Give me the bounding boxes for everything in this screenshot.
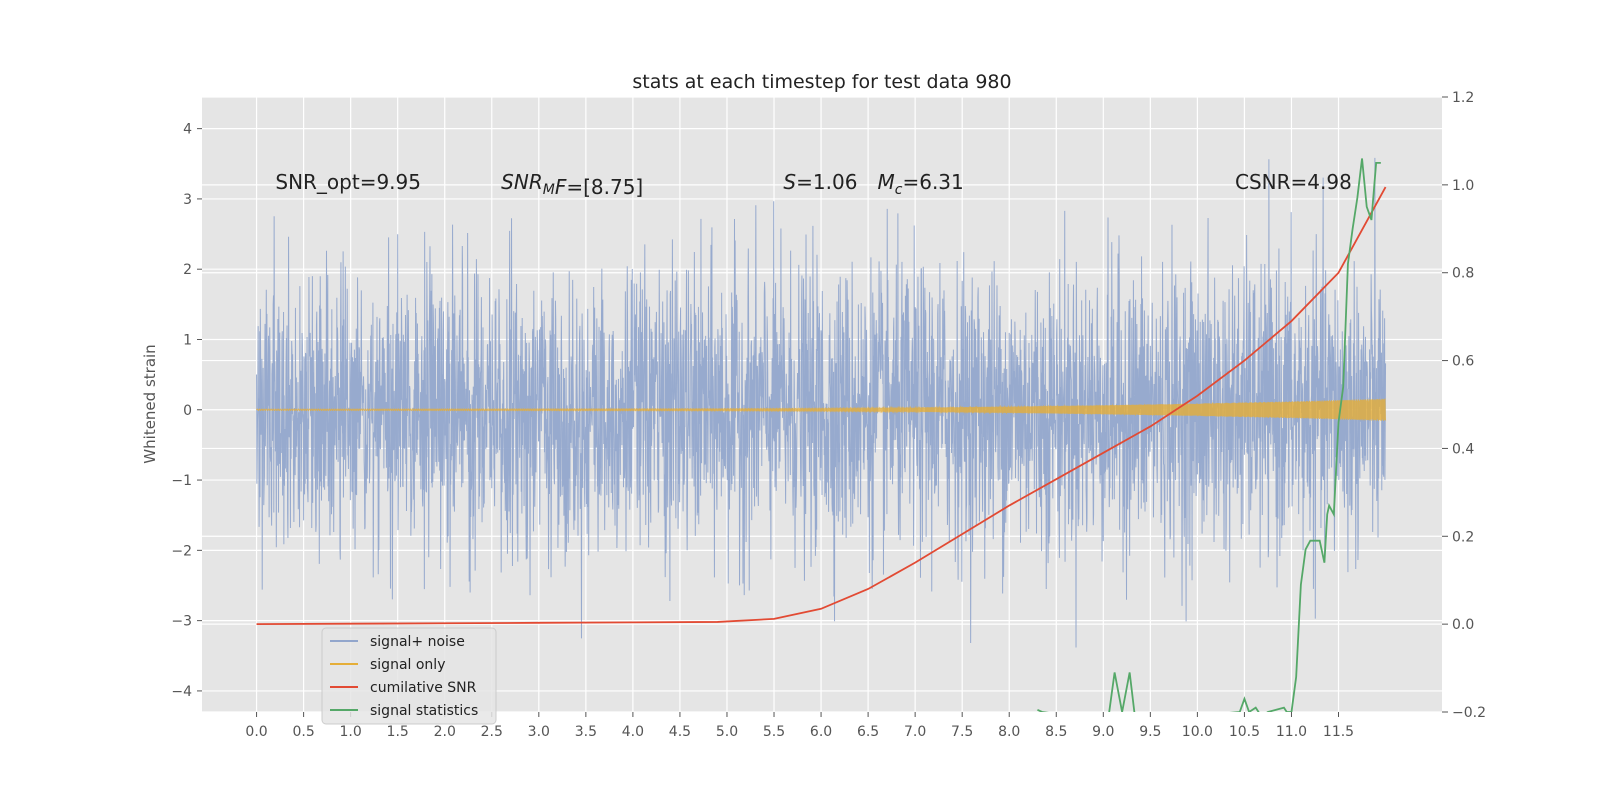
y2-tick-label-3: 0.6 xyxy=(1452,354,1474,370)
annotation-1: SNRMF=[8.75] xyxy=(501,170,643,199)
x-tick-label-5: 2.5 xyxy=(481,724,503,740)
signal-only-line xyxy=(256,398,1387,421)
legend-box xyxy=(321,627,497,725)
x-tick-label-3: 1.5 xyxy=(387,724,409,740)
x-tick-label-6: 3.0 xyxy=(528,724,550,740)
y-axis-right: 1.2 1.0 0.8 0.6 0.4 0.2 0.0 −0.2 xyxy=(1442,90,1486,721)
x-tick-label-13: 6.5 xyxy=(857,724,879,740)
x-tick-label-4: 2.0 xyxy=(434,724,456,740)
y-tick-label-0: 4 xyxy=(183,122,192,138)
y2-tick-label-4: 0.4 xyxy=(1452,441,1474,457)
x-tick-label-10: 5.0 xyxy=(716,724,738,740)
y2-tick-label-5: 0.2 xyxy=(1452,529,1474,545)
x-tick-label-11: 5.5 xyxy=(763,724,785,740)
legend-label-1: signal only xyxy=(370,657,445,673)
y-tick-label-8: −4 xyxy=(171,684,192,700)
y-tick-label-3: 1 xyxy=(183,332,192,348)
x-axis: 0.0 0.5 1.0 1.5 2.0 2.5 3.0 3.5 4.0 4.5 5.0 5.5 6.0 6… xyxy=(245,712,1354,740)
y-tick-label-5: −1 xyxy=(171,473,192,489)
x-tick-label-12: 6.0 xyxy=(810,724,832,740)
y-tick-label-2: 2 xyxy=(183,262,192,278)
x-tick-label-14: 7.0 xyxy=(904,724,926,740)
x-tick-label-7: 3.5 xyxy=(575,724,597,740)
x-tick-label-23: 11.5 xyxy=(1323,724,1354,740)
legend-label-2: cumilative SNR xyxy=(370,680,477,696)
x-tick-label-22: 11.0 xyxy=(1276,724,1307,740)
y2-tick-label-7: −0.2 xyxy=(1452,705,1486,721)
y-tick-label-4: 0 xyxy=(183,403,192,419)
series-cumilative-snr xyxy=(256,186,1387,626)
x-tick-label-0: 0.0 xyxy=(245,724,267,740)
annotation-3: Mc=6.31 xyxy=(878,170,964,198)
x-tick-label-18: 9.0 xyxy=(1092,724,1114,740)
legend-label-0: signal+ noise xyxy=(370,634,465,650)
signal-statistics-line xyxy=(1037,158,1381,712)
y-tick-label-7: −3 xyxy=(171,614,192,630)
x-tick-label-21: 10.5 xyxy=(1229,724,1260,740)
cumilative-snr-line xyxy=(256,186,1387,626)
annotation-4: CSNR=4.98 xyxy=(1235,170,1352,194)
y2-tick-label-2: 0.8 xyxy=(1452,266,1474,282)
series-signal-plus-noise xyxy=(256,157,1387,648)
annotations: SNR_opt=9.95 SNRMF=[8.75] S=1.06 Mc=6.31 CSN… xyxy=(275,170,1351,199)
annotation-2: S=1.06 xyxy=(783,170,857,194)
y-tick-label-6: −2 xyxy=(171,543,192,559)
y-axis-left: 4 3 2 1 0 −1 −2 −3 −4 xyxy=(171,122,202,700)
x-tick-label-9: 4.5 xyxy=(669,724,691,740)
x-tick-label-2: 1.0 xyxy=(340,724,362,740)
x-tick-label-8: 4.0 xyxy=(622,724,644,740)
y-tick-label-1: 3 xyxy=(183,192,192,208)
series-signal-statistics xyxy=(1037,158,1381,712)
chart-title: stats at each timestep for test data 980 xyxy=(632,71,1011,93)
legend-label-3: signal statistics xyxy=(370,703,478,719)
y2-tick-label-0: 1.2 xyxy=(1452,90,1474,106)
x-tick-label-16: 8.0 xyxy=(998,724,1020,740)
x-tick-label-1: 0.5 xyxy=(292,724,314,740)
signal-plus-noise-line xyxy=(256,157,1387,648)
x-tick-label-17: 8.5 xyxy=(1045,724,1067,740)
series-signal-only xyxy=(256,398,1387,421)
y2-tick-label-1: 1.0 xyxy=(1452,178,1474,194)
legend: signal+ noise signal only cumilative SNR si… xyxy=(321,627,497,725)
x-tick-label-20: 10.0 xyxy=(1182,724,1213,740)
y2-tick-label-6: 0.0 xyxy=(1452,617,1474,633)
x-tick-label-15: 7.5 xyxy=(951,724,973,740)
y-axis-label: Whitened strain xyxy=(141,344,159,463)
x-tick-label-19: 9.5 xyxy=(1139,724,1161,740)
annotation-0: SNR_opt=9.95 xyxy=(275,170,421,194)
